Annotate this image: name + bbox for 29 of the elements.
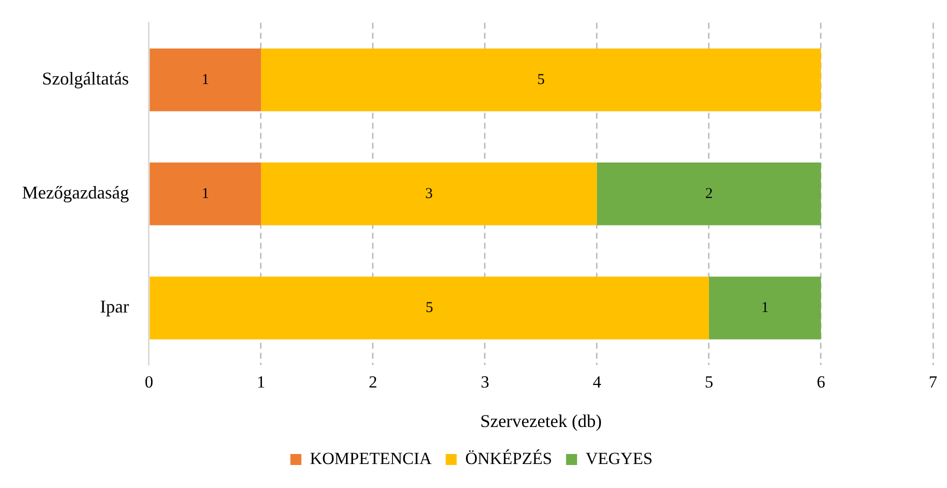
bar: [260, 48, 821, 112]
legend-label: KOMPETENCIA: [310, 448, 432, 468]
x-tick-label: 5: [704, 372, 714, 392]
bar: [260, 162, 597, 226]
x-tick-label: 6: [816, 372, 826, 392]
data-label: 5: [537, 72, 545, 88]
data-label: 5: [426, 300, 434, 316]
x-tick-label: 7: [928, 372, 938, 392]
x-tick-label: 1: [256, 372, 266, 392]
data-label: 1: [202, 72, 210, 88]
y-tick-label: Mezőgazdaság: [22, 182, 129, 203]
legend-label: VEGYES: [586, 448, 653, 468]
data-label: 1: [761, 300, 769, 316]
y-tick-label: Ipar: [100, 296, 129, 317]
bar: [596, 162, 821, 226]
bar: [150, 48, 261, 112]
bar: [150, 276, 709, 340]
x-tick-label: 2: [368, 372, 378, 392]
y-tick-label: Szolgáltatás: [42, 68, 129, 89]
legend-label: ÖNKÉPZÉS: [465, 448, 552, 468]
x-tick-label: 0: [144, 372, 154, 392]
data-label: 1: [202, 186, 210, 202]
bar: [708, 276, 821, 340]
data-label: 2: [705, 186, 713, 202]
bar: [150, 162, 261, 226]
x-axis-title: Szervezetek (db): [480, 410, 602, 431]
x-tick-label: 4: [592, 372, 602, 392]
data-label: 3: [425, 186, 433, 202]
x-tick-label: 3: [480, 372, 490, 392]
